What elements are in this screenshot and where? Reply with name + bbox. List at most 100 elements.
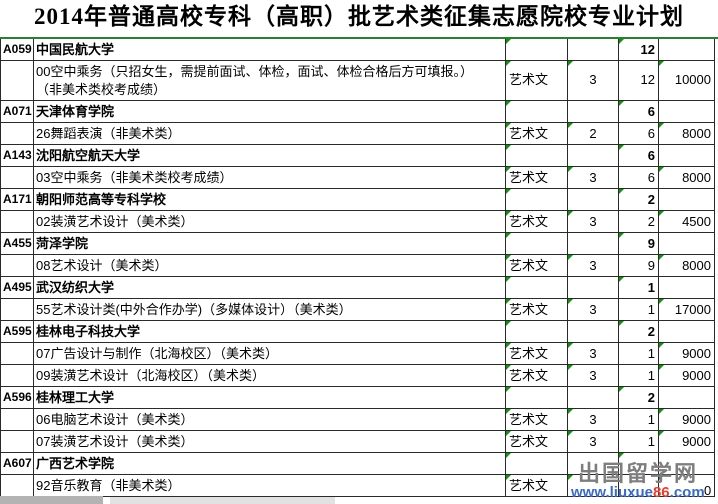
- institution-row: A455 菏泽学院 9: [1, 233, 716, 255]
- plan-cell: 12: [619, 39, 659, 61]
- fee-cell: [659, 145, 715, 167]
- partially-covered-fee-digit: 0: [704, 483, 712, 498]
- name-cell: 26舞蹈表演（非美术类）: [34, 123, 506, 145]
- category-cell: 艺术文: [506, 211, 568, 233]
- fee-cell: [659, 475, 715, 497]
- code-cell: [1, 61, 34, 101]
- name-cell: 92音乐教育（非美术类）: [34, 475, 506, 497]
- fee-cell: [659, 189, 715, 211]
- plan-cell: 1: [619, 299, 659, 321]
- code-cell: [1, 475, 34, 497]
- fee-cell: [659, 101, 715, 123]
- code-cell: A595: [1, 321, 34, 343]
- category-cell: [506, 277, 568, 299]
- fee-cell: 17000: [659, 299, 715, 321]
- fee-cell: [659, 453, 715, 475]
- years-cell: [568, 277, 619, 299]
- years-cell: [568, 101, 619, 123]
- name-cell: 桂林理工大学: [34, 387, 506, 409]
- url-highlight: 86: [652, 484, 670, 501]
- category-cell: [506, 145, 568, 167]
- name-cell: 沈阳航空航天大学: [34, 145, 506, 167]
- name-cell: 09装潢艺术设计（北海校区）（美术类）: [34, 365, 506, 387]
- years-cell: [568, 387, 619, 409]
- bottom-partial-row-left: [0, 496, 103, 504]
- code-cell: [1, 431, 34, 453]
- institution-row: A071 天津体育学院 6: [1, 101, 716, 123]
- code-cell: [1, 343, 34, 365]
- watermark-site-url[interactable]: www.liuxue86.com: [571, 485, 705, 500]
- name-cell: 02装潢艺术设计（美术类）: [34, 211, 506, 233]
- major-row: 07装潢艺术设计（美术类） 艺术文 3 1 9000: [1, 431, 716, 453]
- plan-cell: 1: [619, 277, 659, 299]
- plan-cell: 2: [619, 211, 659, 233]
- code-cell: A071: [1, 101, 34, 123]
- major-row: 08艺术设计（美术类） 艺术文 3 9 8000: [1, 255, 716, 277]
- major-row: 09装潢艺术设计（北海校区）（美术类） 艺术文 3 1 9000: [1, 365, 716, 387]
- category-cell: 艺术文: [506, 61, 568, 101]
- years-cell: 3: [568, 343, 619, 365]
- code-cell: A596: [1, 387, 34, 409]
- plan-cell: 2: [619, 321, 659, 343]
- plan-cell: [619, 453, 659, 475]
- category-cell: 艺术文: [506, 255, 568, 277]
- category-cell: [506, 101, 568, 123]
- plan-cell: 9: [619, 233, 659, 255]
- years-cell: 3: [568, 431, 619, 453]
- category-cell: [506, 453, 568, 475]
- url-suffix: .com: [669, 484, 705, 501]
- institution-row: A595 桂林电子科技大学 2: [1, 321, 716, 343]
- name-cell: 中国民航大学: [34, 39, 506, 61]
- name-cell: 00空中乘务（只招女生，需提前面试、体检，面试、体检合格后方可填报。） （非美术…: [34, 61, 506, 101]
- code-cell: A143: [1, 145, 34, 167]
- plan-cell: 6: [619, 123, 659, 145]
- fee-cell: 8000: [659, 255, 715, 277]
- watermark-site-name: 出国留学网: [578, 461, 699, 486]
- plan-cell: 6: [619, 145, 659, 167]
- fee-cell: 9000: [659, 409, 715, 431]
- major-row: 26舞蹈表演（非美术类） 艺术文 2 6 8000: [1, 123, 716, 145]
- years-cell: 3: [568, 61, 619, 101]
- category-cell: 艺术文: [506, 431, 568, 453]
- years-cell: [568, 189, 619, 211]
- fee-cell: [659, 39, 715, 61]
- fee-cell: [659, 387, 715, 409]
- years-cell: 3: [568, 365, 619, 387]
- major-row: 55艺术设计类(中外合作办学)（多媒体设计）（美术类） 艺术文 3 1 17000: [1, 299, 716, 321]
- category-cell: 艺术文: [506, 299, 568, 321]
- code-cell: [1, 255, 34, 277]
- name-cell: 55艺术设计类(中外合作办学)（多媒体设计）（美术类）: [34, 299, 506, 321]
- major-row: 92音乐教育（非美术类） 艺术文: [1, 475, 716, 497]
- plan-cell: 6: [619, 167, 659, 189]
- institution-row: A059 中国民航大学 12: [1, 39, 716, 61]
- plan-cell: 12: [619, 61, 659, 101]
- category-cell: [506, 321, 568, 343]
- years-cell: [568, 475, 619, 497]
- name-cell: 武汉纺织大学: [34, 277, 506, 299]
- fee-cell: 8000: [659, 167, 715, 189]
- plan-table: A059 中国民航大学 12 00空中乘务（只招女生，需提前面试、体检，面试、体检合格…: [0, 39, 716, 497]
- plan-cell: 9: [619, 255, 659, 277]
- years-cell: 3: [568, 409, 619, 431]
- major-row: 07广告设计与制作（北海校区）（美术类） 艺术文 3 1 9000: [1, 343, 716, 365]
- plan-cell: 1: [619, 431, 659, 453]
- years-cell: 3: [568, 255, 619, 277]
- plan-cell: 1: [619, 343, 659, 365]
- code-cell: A495: [1, 277, 34, 299]
- page-title: 2014年普通高校专科（高职）批艺术类征集志愿院校专业计划: [34, 4, 684, 29]
- institution-row: A171 朝阳师范高等专科学校 2: [1, 189, 716, 211]
- name-cell: 朝阳师范高等专科学校: [34, 189, 506, 211]
- major-row: 02装潢艺术设计（美术类） 艺术文 3 2 4500: [1, 211, 716, 233]
- code-cell: [1, 409, 34, 431]
- code-cell: A171: [1, 189, 34, 211]
- name-cell: 天津体育学院: [34, 101, 506, 123]
- code-cell: [1, 299, 34, 321]
- fee-cell: [659, 321, 715, 343]
- name-cell: 桂林电子科技大学: [34, 321, 506, 343]
- fee-cell: 9000: [659, 431, 715, 453]
- years-cell: 3: [568, 211, 619, 233]
- years-cell: 3: [568, 167, 619, 189]
- code-cell: A455: [1, 233, 34, 255]
- fee-cell: 10000: [659, 61, 715, 101]
